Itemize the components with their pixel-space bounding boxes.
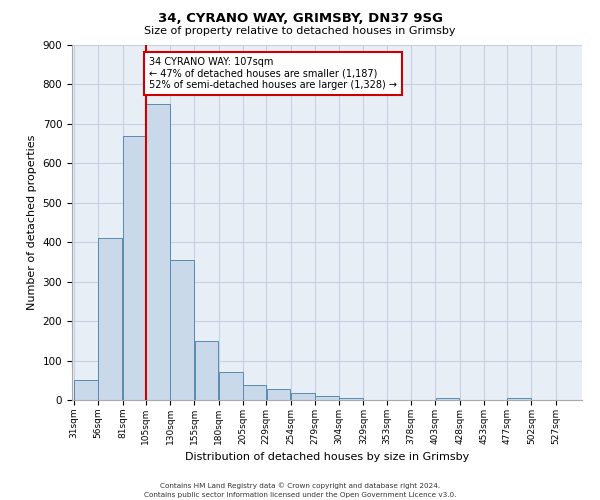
Bar [508,398,531,400]
Bar [315,396,339,400]
Y-axis label: Number of detached properties: Number of detached properties [27,135,37,310]
Bar [340,398,363,400]
Bar [123,136,146,400]
Bar [243,386,266,400]
Text: 34, CYRANO WAY, GRIMSBY, DN37 9SG: 34, CYRANO WAY, GRIMSBY, DN37 9SG [157,12,443,26]
Bar [291,393,314,400]
Text: 34 CYRANO WAY: 107sqm
← 47% of detached houses are smaller (1,187)
52% of semi-d: 34 CYRANO WAY: 107sqm ← 47% of detached … [149,57,397,90]
Bar [436,398,460,400]
Text: Size of property relative to detached houses in Grimsby: Size of property relative to detached ho… [144,26,456,36]
X-axis label: Distribution of detached houses by size in Grimsby: Distribution of detached houses by size … [185,452,469,462]
Bar [74,380,98,400]
Bar [194,341,218,400]
Text: Contains public sector information licensed under the Open Government Licence v3: Contains public sector information licen… [144,492,456,498]
Bar [266,390,290,400]
Bar [98,238,122,400]
Bar [170,260,194,400]
Text: Contains HM Land Registry data © Crown copyright and database right 2024.: Contains HM Land Registry data © Crown c… [160,482,440,489]
Bar [219,372,243,400]
Bar [146,104,170,400]
